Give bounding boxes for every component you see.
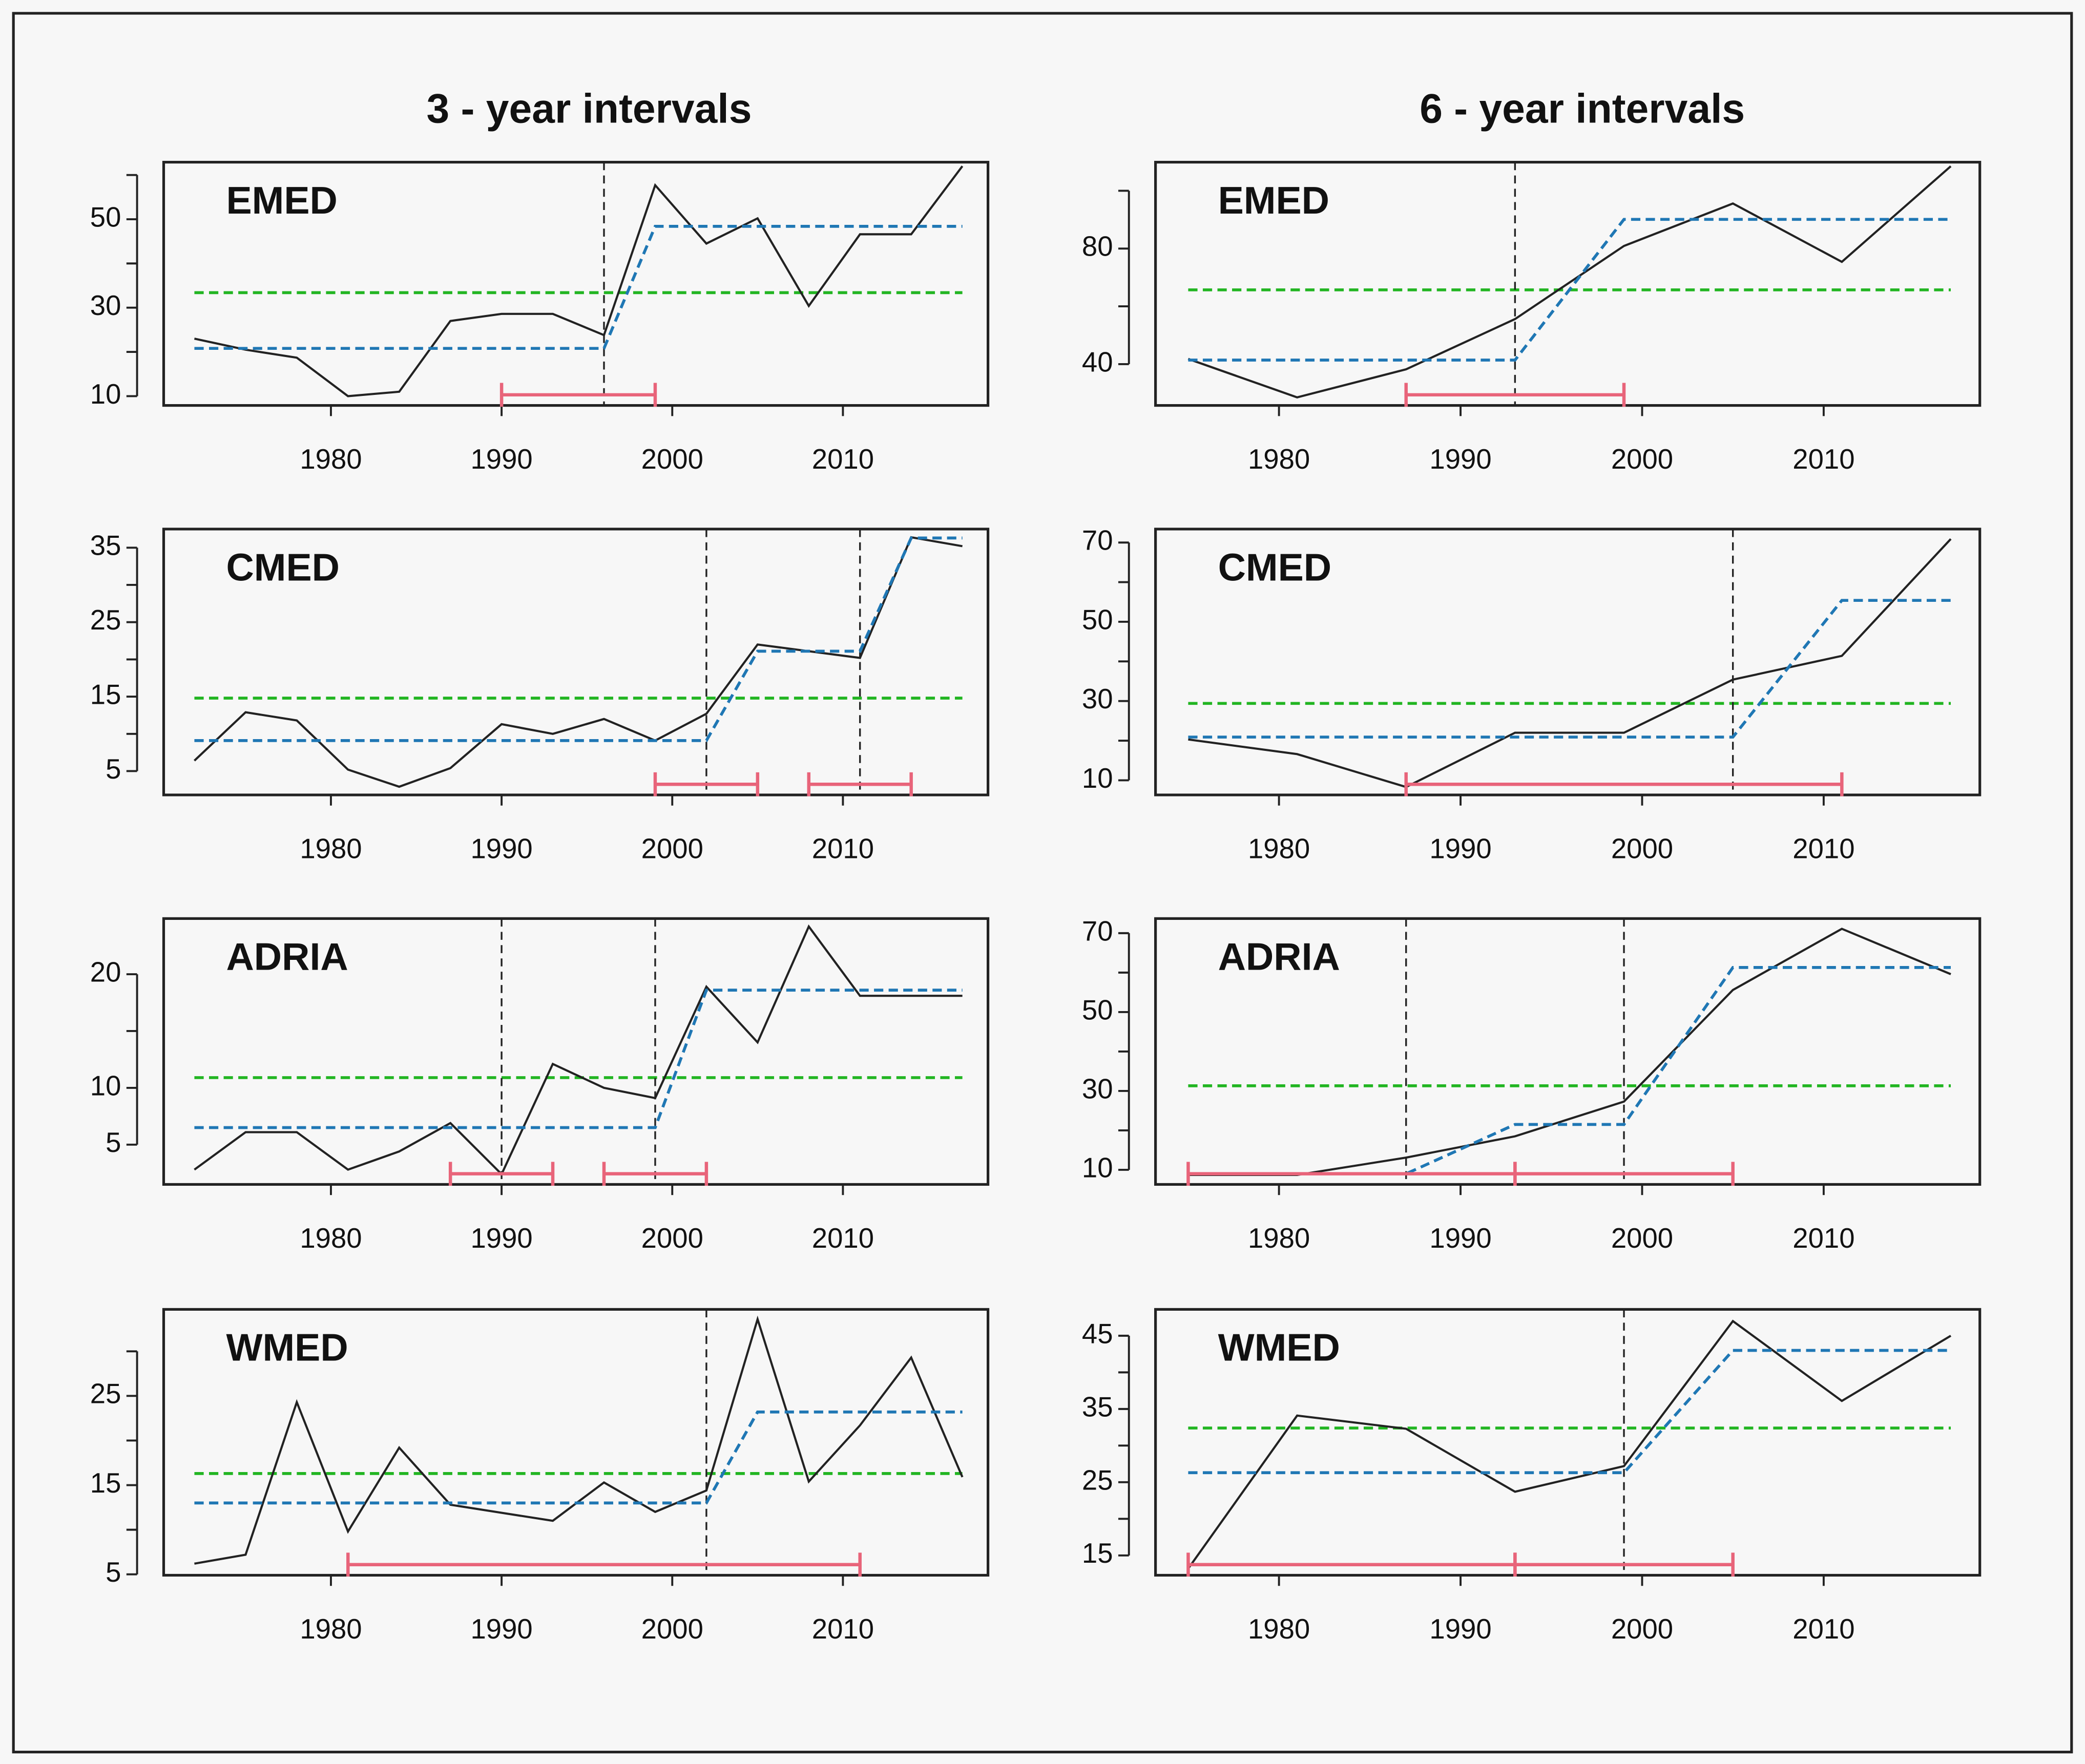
x-tick-label: 1990 — [1429, 1223, 1491, 1254]
observed-line — [194, 924, 963, 1177]
y-tick-label: 5 — [106, 1127, 121, 1158]
frame — [12, 12, 2073, 1754]
fitted-line — [1188, 1349, 1951, 1475]
x-tick-label: 1980 — [300, 444, 362, 475]
y-tick-label: 30 — [1082, 683, 1113, 715]
y-tick-label: 15 — [1082, 1538, 1113, 1569]
x-tick-label: 2000 — [1611, 1223, 1673, 1254]
fitted-line — [194, 536, 963, 742]
x-tick-label: 1990 — [1429, 444, 1491, 475]
column-title: 6 - year intervals — [1420, 86, 1745, 132]
x-tick-label: 1990 — [470, 1223, 532, 1254]
x-tick-label: 2000 — [641, 833, 703, 864]
x-tick-label: 2010 — [812, 1223, 874, 1254]
panel-title: ADRIA — [1218, 935, 1340, 978]
x-tick-label: 1980 — [1248, 833, 1310, 864]
observed-line — [1188, 538, 1952, 788]
y-tick-label: 25 — [90, 604, 121, 636]
x-tick-label: 2000 — [641, 1613, 703, 1645]
x-tick-label: 2010 — [1792, 444, 1854, 475]
panel-title: CMED — [1218, 545, 1332, 589]
x-tick-label: 2010 — [1792, 833, 1854, 864]
y-tick-label: 50 — [1082, 994, 1113, 1025]
x-tick-label: 1990 — [1429, 1613, 1491, 1645]
x-tick-label: 2000 — [641, 444, 703, 475]
y-tick-label: 15 — [90, 1467, 121, 1499]
x-tick-label: 2000 — [641, 1223, 703, 1254]
y-tick-label: 30 — [1082, 1073, 1113, 1104]
plot-box — [162, 528, 990, 796]
x-tick-label: 1990 — [470, 444, 532, 475]
x-tick-label: 1980 — [300, 833, 362, 864]
observed-line — [1188, 928, 1951, 1177]
y-tick-label: 30 — [90, 290, 121, 321]
x-tick-label: 2010 — [1792, 1613, 1854, 1645]
observed-line — [1187, 1319, 1952, 1569]
y-tick-label: 45 — [1082, 1318, 1113, 1349]
panel-title: CMED — [226, 545, 340, 589]
y-tick-label: 70 — [1082, 525, 1113, 556]
y-tick-label: 70 — [1082, 915, 1113, 947]
plot-box — [1154, 528, 1982, 796]
x-tick-label: 2000 — [1611, 1613, 1673, 1645]
y-tick-label: 25 — [1082, 1464, 1113, 1496]
panel-title: EMED — [1218, 179, 1329, 222]
observed-line — [194, 165, 964, 397]
y-tick-label: 50 — [1082, 604, 1113, 635]
fitted-line — [194, 224, 963, 350]
x-tick-label: 2000 — [1611, 444, 1673, 475]
x-tick-label: 2010 — [812, 833, 874, 864]
panel-title: WMED — [1218, 1326, 1340, 1369]
plot-box — [162, 161, 990, 407]
plot-box — [162, 1308, 990, 1577]
x-tick-label: 2010 — [812, 444, 874, 475]
y-tick-label: 10 — [90, 1070, 121, 1101]
x-tick-label: 1980 — [1248, 1223, 1310, 1254]
x-tick-label: 1980 — [1248, 444, 1310, 475]
x-tick-label: 2010 — [812, 1613, 874, 1645]
y-tick-label: 35 — [1082, 1391, 1113, 1422]
y-tick-label: 80 — [1082, 231, 1113, 262]
fitted-line — [1188, 218, 1951, 362]
plot-box — [1154, 917, 1982, 1186]
x-tick-label: 1990 — [470, 833, 532, 864]
fitted-line — [1188, 599, 1951, 739]
column-title: 3 - year intervals — [427, 86, 752, 132]
y-tick-label: 10 — [1082, 763, 1113, 794]
x-tick-label: 1980 — [300, 1613, 362, 1645]
x-tick-label: 1990 — [470, 1613, 532, 1645]
y-tick-label: 10 — [90, 379, 121, 410]
x-tick-label: 1980 — [300, 1223, 362, 1254]
fitted-line — [194, 1410, 963, 1505]
y-tick-label: 10 — [1082, 1152, 1113, 1183]
y-tick-label: 40 — [1082, 346, 1113, 377]
y-tick-label: 5 — [106, 753, 121, 785]
x-tick-label: 1980 — [1248, 1613, 1310, 1645]
panel-title: ADRIA — [226, 935, 348, 978]
observed-line — [194, 536, 963, 788]
fitted-line — [194, 989, 963, 1129]
panel-title: EMED — [226, 179, 337, 222]
x-tick-label: 2010 — [1792, 1223, 1854, 1254]
y-tick-label: 20 — [90, 956, 121, 988]
plot-box — [1154, 1308, 1982, 1577]
y-tick-label: 5 — [106, 1557, 121, 1588]
panel-title: WMED — [226, 1326, 348, 1369]
observed-line — [1187, 165, 1952, 398]
x-tick-label: 1990 — [1429, 833, 1491, 864]
y-tick-label: 25 — [90, 1378, 121, 1410]
x-tick-label: 2000 — [1611, 833, 1673, 864]
plot-box — [162, 917, 990, 1186]
y-tick-label: 35 — [90, 530, 121, 561]
plot-box — [1154, 161, 1982, 407]
y-tick-label: 15 — [90, 679, 121, 710]
y-tick-label: 50 — [90, 201, 121, 233]
